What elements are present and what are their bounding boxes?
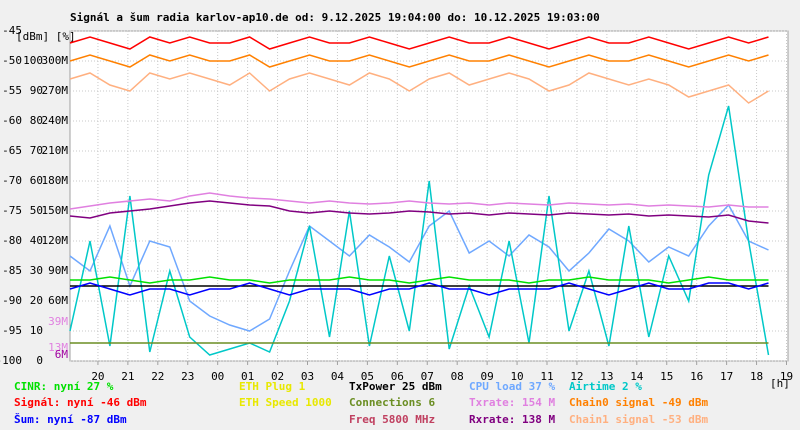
legend-entry: Txrate: 154 M: [469, 396, 555, 409]
legend-entry: CPU load 37 %: [469, 380, 555, 393]
x-tick-label: 01: [241, 370, 254, 383]
x-tick-label: 07: [421, 370, 434, 383]
y2-tick-label: 60: [30, 174, 43, 187]
y3-tick-label: 120M: [42, 234, 69, 247]
series-line: [69, 105, 770, 356]
y-tick-label: -50: [2, 54, 22, 67]
y-tick-label: -80: [2, 234, 22, 247]
series-line: [69, 203, 769, 332]
y3-tick-label: 90M: [48, 264, 68, 277]
y3-tick-label: 60M: [48, 294, 68, 307]
legend-entry: Šum: nyní -87 dBm: [14, 413, 127, 426]
series-line: [69, 282, 769, 296]
y2-tick-label: 90: [30, 84, 43, 97]
x-tick-label: 12: [570, 370, 583, 383]
x-tick-label: 16: [690, 370, 703, 383]
y2-tick-label: 70: [30, 144, 43, 157]
y2-tick-label: 50: [30, 204, 43, 217]
y-tick-label: -45: [2, 24, 22, 37]
x-tick-label: 22: [151, 370, 164, 383]
legend-entry: Rxrate: 138 M: [469, 413, 555, 426]
x-tick-label: 19: [780, 370, 793, 383]
y3-tick-label: 270M: [42, 84, 69, 97]
x-tick-label: 18: [750, 370, 763, 383]
y2-tick-label: 100: [23, 54, 43, 67]
legend-entry: Freq 5800 MHz: [349, 413, 435, 426]
x-tick-label: 13: [600, 370, 613, 383]
series-line: [70, 276, 769, 284]
legend-entry: Signál: nyní -46 dBm: [14, 396, 147, 409]
legend-entry: TxPower 25 dBm: [349, 380, 442, 393]
x-unit: [h]: [770, 377, 790, 390]
rate-marker: 13M: [48, 341, 68, 354]
y-tick-label: -65: [2, 144, 22, 157]
x-tick-label: 20: [91, 370, 104, 383]
y2-tick-label: 80: [30, 114, 43, 127]
y3-tick-label: 300M: [42, 54, 69, 67]
y-tick-label: -60: [2, 114, 22, 127]
series-line: [69, 54, 769, 68]
y-tick-label: -70: [2, 174, 22, 187]
x-tick-label: 00: [211, 370, 224, 383]
series-line: [69, 72, 769, 104]
legend-entry: Chain1 signal -53 dBm: [569, 413, 708, 426]
series-line: [69, 36, 769, 50]
x-tick-label: 04: [331, 370, 345, 383]
axis-header: [dBm] [%]: [16, 30, 76, 43]
rate-marker: 6M: [55, 348, 69, 361]
x-tick-label: 21: [121, 370, 134, 383]
y3-tick-label: 180M: [42, 174, 69, 187]
y-tick-label: -85: [2, 264, 22, 277]
y3-tick-label: 210M: [42, 144, 69, 157]
x-tick-label: 11: [540, 370, 553, 383]
y2-tick-label: 30: [30, 264, 43, 277]
y3-tick-label: 240M: [42, 114, 69, 127]
x-tick-label: 02: [271, 370, 284, 383]
x-tick-label: 10: [510, 370, 523, 383]
x-tick-label: 09: [481, 370, 494, 383]
series-line: [69, 200, 769, 224]
legend-entry: Airtime 2 %: [569, 380, 642, 393]
y-tick-label: -75: [2, 204, 22, 217]
x-tick-label: 15: [660, 370, 673, 383]
x-tick-label: 17: [720, 370, 733, 383]
legend-entry: Connections 6: [349, 396, 435, 409]
y2-tick-label: 40: [30, 234, 43, 247]
x-tick-label: 06: [391, 370, 404, 383]
y2-tick-label: 20: [30, 294, 43, 307]
legend-entry: Chain0 signal -49 dBm: [569, 396, 708, 409]
legend-entry: CINR: nyní 27 %: [14, 380, 114, 393]
x-tick-label: 03: [301, 370, 314, 383]
legend-entry: ETH Plug 1: [239, 380, 306, 393]
y2-tick-label: 0: [36, 354, 43, 367]
y-tick-label: -55: [2, 84, 22, 97]
rate-marker: 39M: [48, 315, 68, 328]
y2-tick-label: 10: [30, 324, 43, 337]
y-tick-label: -100: [0, 354, 22, 367]
x-tick-label: 08: [451, 370, 464, 383]
series-line: [69, 192, 769, 210]
y-tick-label: -95: [2, 324, 22, 337]
x-tick-label: 23: [181, 370, 194, 383]
legend-entry: ETH Speed 1000: [239, 396, 332, 409]
plot-area: [69, 30, 789, 362]
y3-tick-label: 150M: [42, 204, 69, 217]
x-tick-label: 05: [361, 370, 374, 383]
x-tick-label: 14: [630, 370, 644, 383]
y-tick-label: -90: [2, 294, 22, 307]
chart-title: Signál a šum radia karlov-ap10.de od: 9.…: [70, 11, 600, 24]
